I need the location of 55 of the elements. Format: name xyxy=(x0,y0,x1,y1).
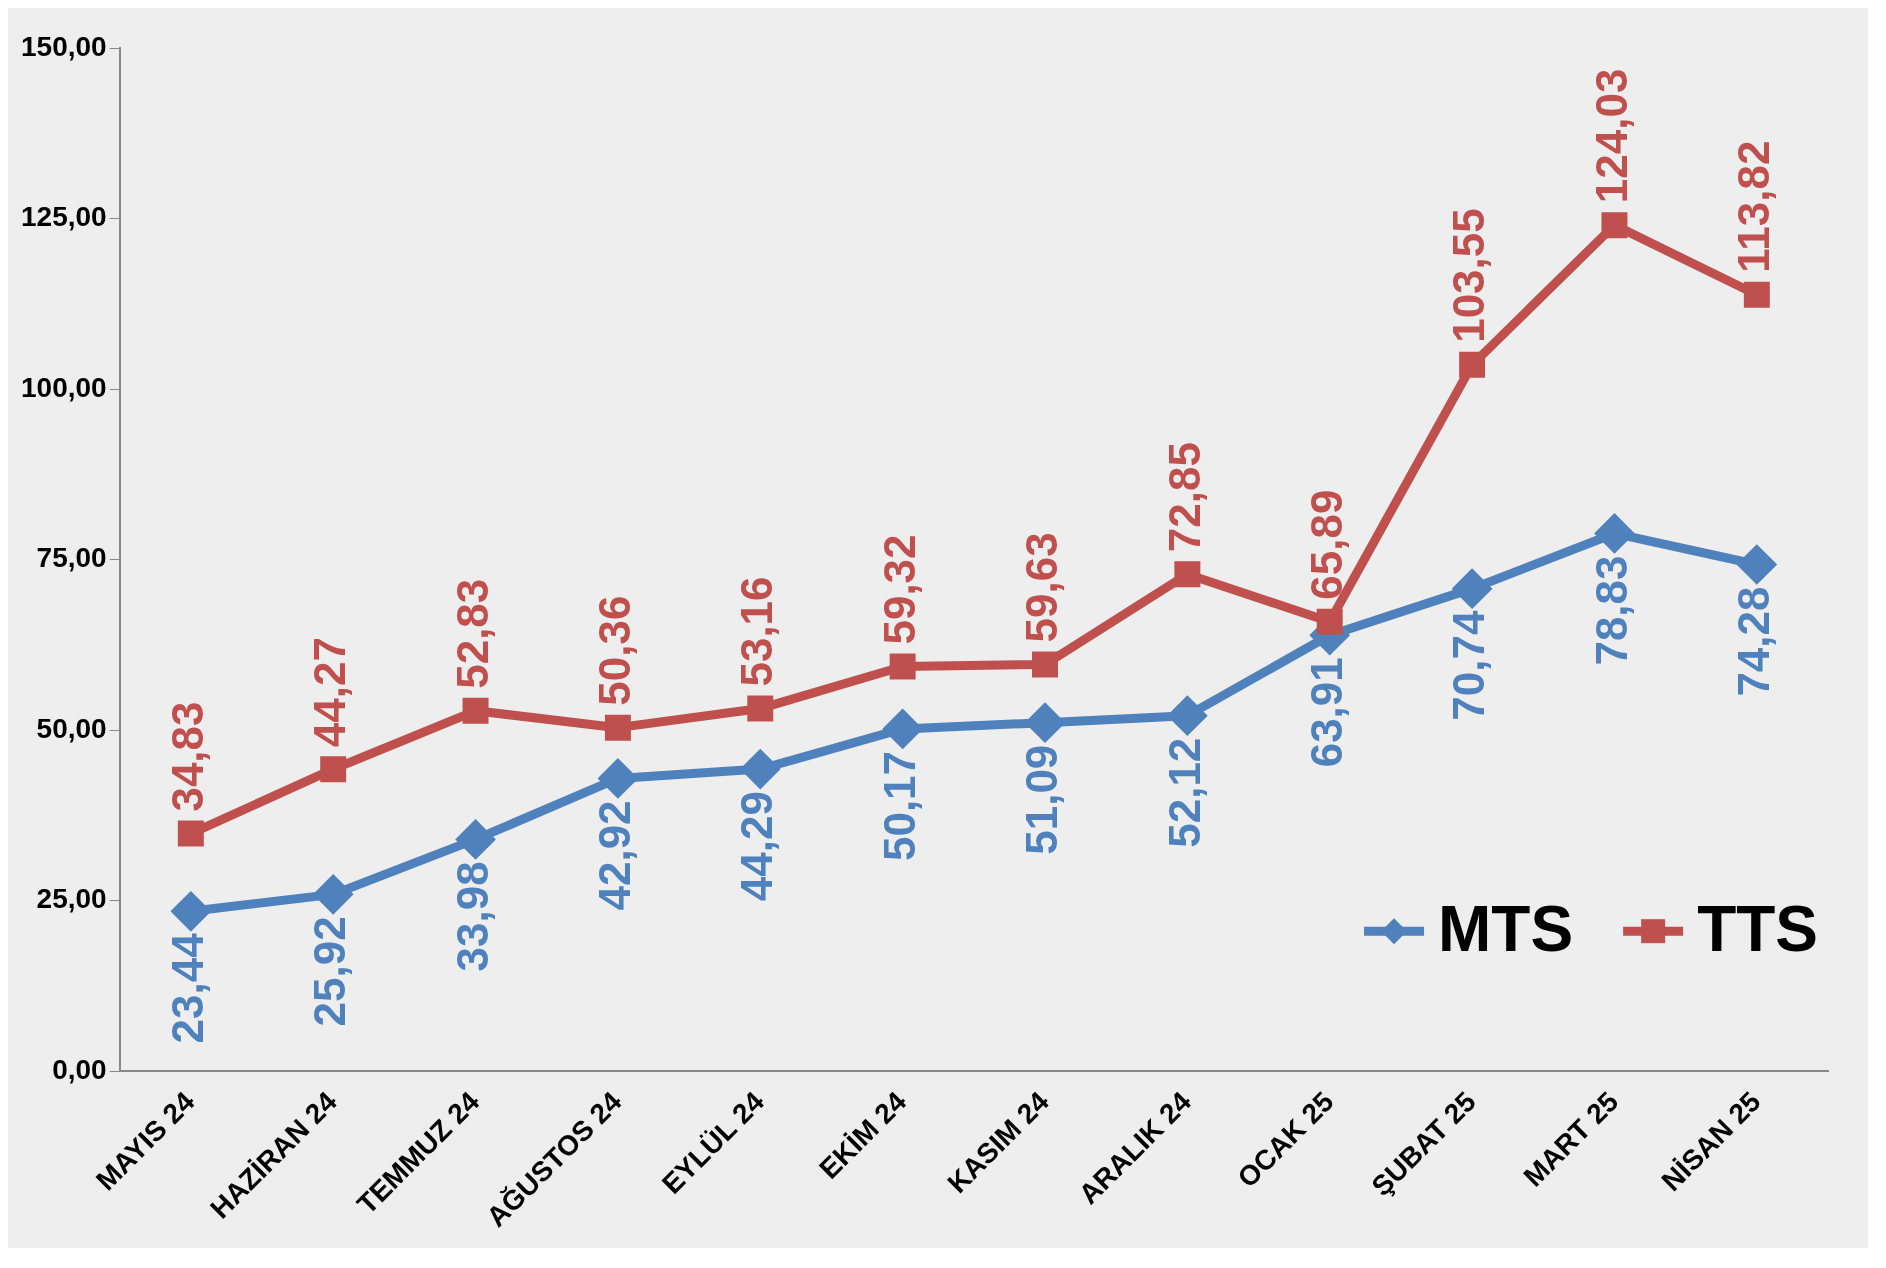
data-label: 44,29 xyxy=(732,791,782,902)
data-label: 50,36 xyxy=(590,595,640,706)
y-tick-label: 25,00 xyxy=(36,883,107,915)
data-label: 63,91 xyxy=(1301,657,1351,768)
data-label: 51,09 xyxy=(1017,744,1067,855)
point xyxy=(1601,212,1628,239)
data-label: 124,03 xyxy=(1586,68,1636,204)
y-tick-label: 50,00 xyxy=(36,712,107,744)
point xyxy=(1168,697,1206,735)
data-label: 74,28 xyxy=(1728,586,1778,697)
y-tick-label: 125,00 xyxy=(21,201,107,233)
point xyxy=(462,697,489,724)
point xyxy=(172,892,210,930)
point xyxy=(1738,546,1776,583)
data-label: 78,83 xyxy=(1586,555,1636,666)
data-label: 42,92 xyxy=(590,800,640,911)
point xyxy=(457,820,495,858)
y-tick-label: 75,00 xyxy=(36,542,107,574)
data-label: 70,74 xyxy=(1444,610,1494,721)
point xyxy=(1743,281,1770,308)
point xyxy=(320,756,347,783)
point xyxy=(1174,561,1201,588)
point xyxy=(1032,651,1058,678)
point xyxy=(1459,351,1486,378)
point xyxy=(177,820,204,847)
y-tick-label: 100,00 xyxy=(21,371,107,403)
data-label: 23,44 xyxy=(162,932,212,1044)
data-label: 52,12 xyxy=(1159,737,1209,848)
point xyxy=(889,653,916,680)
point xyxy=(747,695,774,722)
data-label: 33,98 xyxy=(447,861,497,972)
legend-label: MTS xyxy=(1438,892,1574,965)
legend-label: TTS xyxy=(1697,892,1818,965)
y-tick-label: 0,00 xyxy=(52,1053,107,1085)
data-label: 59,63 xyxy=(1017,532,1067,643)
point xyxy=(882,708,922,750)
data-label: 25,92 xyxy=(305,916,355,1027)
point xyxy=(599,759,637,797)
data-label: 113,82 xyxy=(1728,140,1778,273)
point xyxy=(1595,514,1633,552)
data-label: 72,85 xyxy=(1159,442,1209,553)
data-label: 103,55 xyxy=(1444,208,1494,343)
point xyxy=(741,748,781,790)
y-tick-label: 150,00 xyxy=(21,30,107,62)
data-label: 34,83 xyxy=(162,701,212,812)
point xyxy=(1026,704,1064,742)
point xyxy=(314,875,352,913)
data-label: 65,89 xyxy=(1301,489,1351,600)
data-label: 53,16 xyxy=(732,576,782,687)
point xyxy=(1316,608,1343,635)
data-label: 52,83 xyxy=(447,578,497,689)
data-label: 59,32 xyxy=(874,534,924,645)
data-label: 50,17 xyxy=(874,750,924,862)
point xyxy=(604,714,631,741)
data-label: 44,27 xyxy=(305,637,355,748)
